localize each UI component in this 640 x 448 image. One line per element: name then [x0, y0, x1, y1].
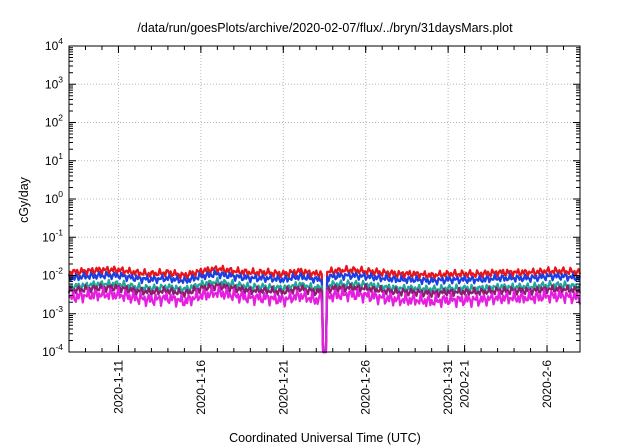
- y-axis-label: cGy/day: [17, 176, 31, 223]
- series-line: [68, 285, 582, 354]
- y-axis: 10-4 10-3 10-2 10-1 100 101 102 103 104: [42, 36, 580, 359]
- y-tick-label: 10-3: [42, 304, 63, 321]
- series-line: [67, 282, 582, 354]
- x-tick-label: 2020-1-16: [194, 360, 208, 415]
- x-tick-label: 2020-1-21: [276, 360, 290, 415]
- y-tick-label: 103: [45, 74, 63, 91]
- x-tick-label: 2020-1-26: [359, 360, 373, 415]
- x-axis-label: Coordinated Universal Time (UTC): [229, 431, 421, 445]
- x-tick-label: 2020-2-6: [540, 360, 554, 408]
- x-tick-label: 2020-1-31: [441, 360, 455, 415]
- y-tick-label: 102: [45, 113, 63, 130]
- series-group: [67, 264, 582, 354]
- y-tick-label: 104: [45, 36, 63, 53]
- y-tick-label: 10-4: [42, 342, 63, 359]
- series-line: [67, 269, 582, 354]
- x-axis: 2020-1-11 2020-1-16 2020-1-21 2020-1-26 2020…: [68, 46, 581, 415]
- y-tick-label: 100: [45, 189, 63, 206]
- x-tick-label: 2020-2-1: [458, 360, 472, 408]
- y-tick-label: 10-2: [42, 266, 63, 283]
- y-tick-label: 101: [45, 151, 63, 168]
- x-tick-label: 2020-1-11: [111, 360, 125, 414]
- y-tick-label: 10-1: [42, 227, 63, 244]
- chart-title: /data/run/goesPlots/archive/2020-02-07/f…: [137, 21, 513, 35]
